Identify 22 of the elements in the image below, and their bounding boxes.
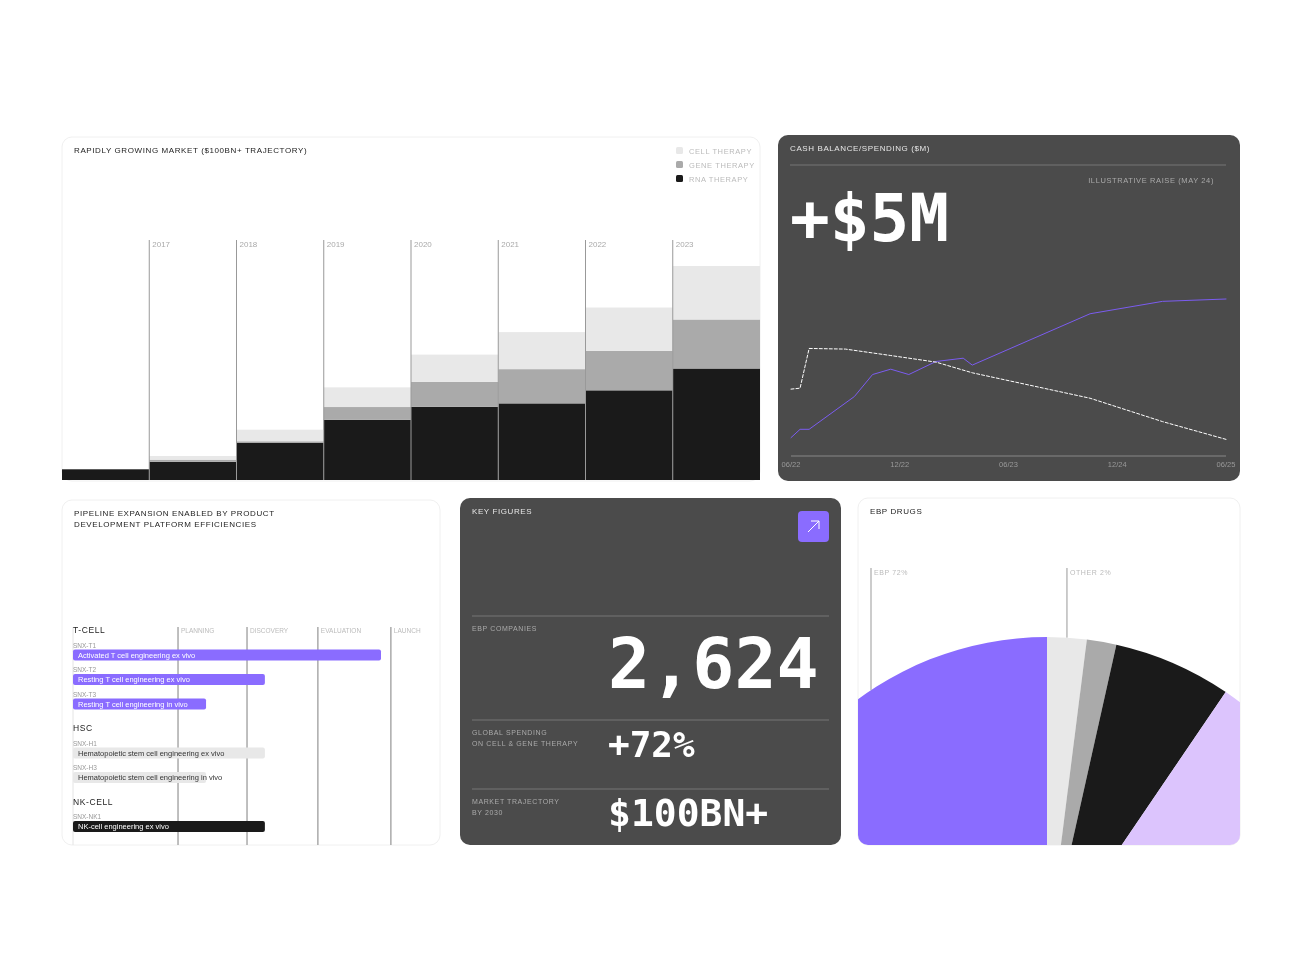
bar [323, 387, 411, 408]
chart-title: EBP DRUGS [870, 507, 923, 516]
chart-title: PIPELINE EXPANSION ENABLED BY PRODUCT DEVELOPMENT PLATFORM EFFICIENCIES [74, 509, 275, 529]
y-tick-label: T-CELL [73, 625, 106, 635]
x-tick-label: 2023 [675, 240, 695, 249]
text: KEY FIGURES [472, 507, 533, 516]
bar [323, 407, 411, 420]
x-tick-label: 2021 [501, 240, 520, 249]
y-tick-label: NK-CELL [73, 796, 114, 807]
x-tick-label: 2019 [326, 240, 346, 249]
bar [236, 429, 324, 442]
chart-title: CASH BALANCE/SPENDING ($M) [790, 144, 931, 153]
x-tick-label: 2020 [414, 240, 433, 249]
x-tick-label: 2017 [152, 240, 171, 249]
text: +72% [608, 724, 696, 765]
x-tick-label: 2018 [239, 240, 258, 249]
y-tick-label: HSC [73, 723, 93, 733]
text: 2,624 [608, 623, 819, 705]
x-tick-label: 2022 [588, 240, 607, 249]
chart-title: RAPIDLY GROWING MARKET ($100BN+ TRAJECTORY) [74, 146, 308, 155]
text: +$5M [790, 180, 949, 257]
text: $100BN+ [608, 791, 769, 835]
